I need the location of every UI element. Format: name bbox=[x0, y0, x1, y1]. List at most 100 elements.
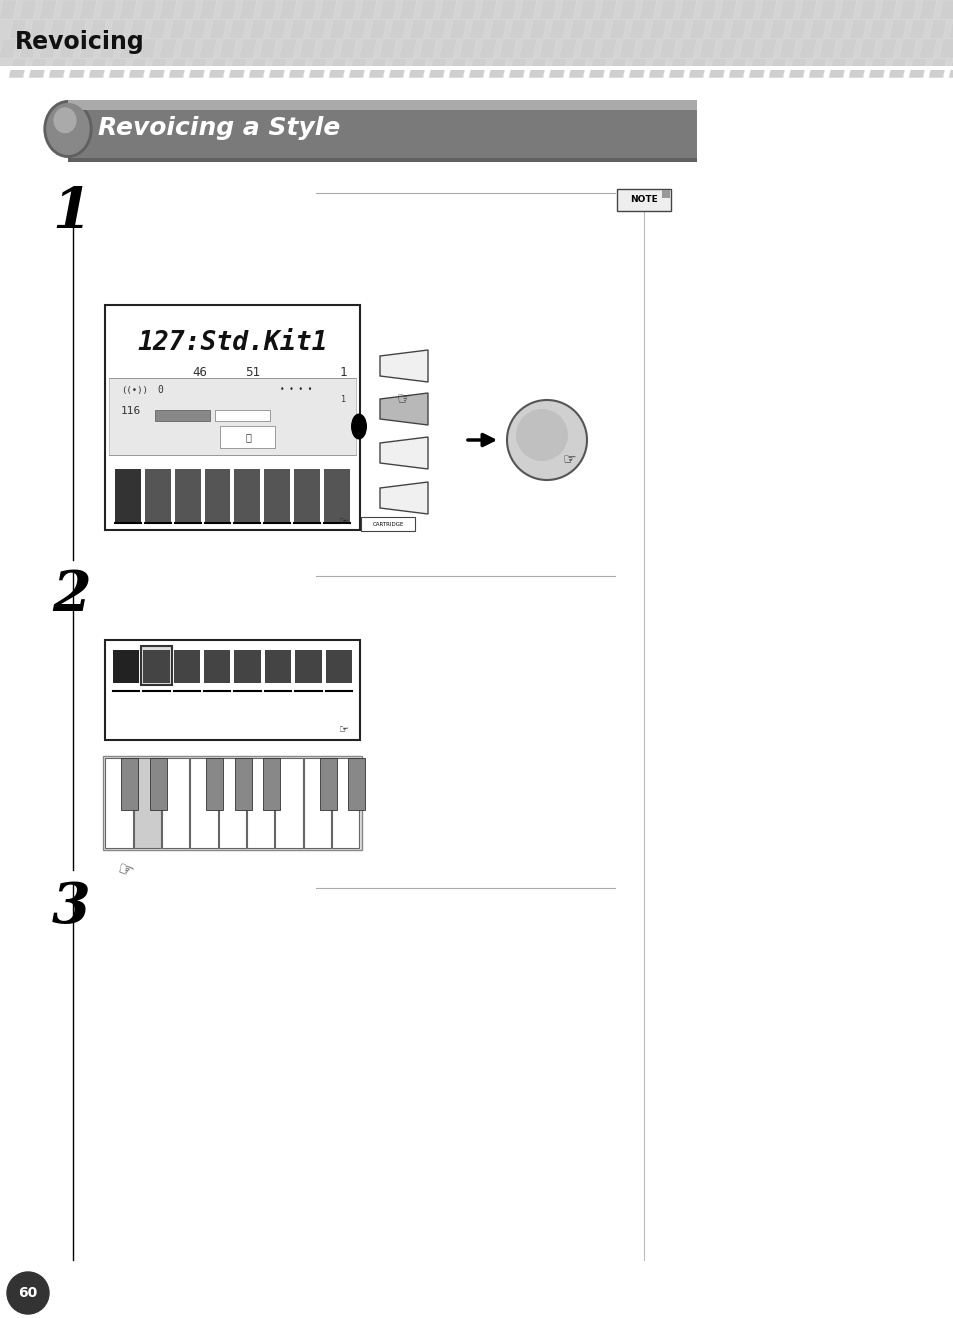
Polygon shape bbox=[149, 58, 167, 78]
Polygon shape bbox=[349, 58, 367, 78]
Bar bbox=[206, 758, 223, 811]
Polygon shape bbox=[298, 38, 316, 58]
Polygon shape bbox=[318, 0, 336, 20]
Polygon shape bbox=[868, 20, 886, 38]
Text: Revoicing a Style: Revoicing a Style bbox=[98, 116, 340, 140]
Polygon shape bbox=[788, 20, 806, 38]
Polygon shape bbox=[379, 482, 428, 514]
Polygon shape bbox=[918, 0, 936, 20]
Polygon shape bbox=[628, 58, 646, 78]
Polygon shape bbox=[779, 38, 796, 58]
Polygon shape bbox=[398, 38, 416, 58]
Polygon shape bbox=[149, 20, 167, 38]
Circle shape bbox=[7, 1272, 49, 1314]
Polygon shape bbox=[848, 58, 866, 78]
Bar bbox=[154, 410, 210, 420]
Bar bbox=[68, 100, 697, 109]
Polygon shape bbox=[489, 20, 506, 38]
Circle shape bbox=[516, 409, 567, 461]
Polygon shape bbox=[358, 0, 376, 20]
Polygon shape bbox=[908, 58, 926, 78]
Polygon shape bbox=[239, 38, 256, 58]
Text: 1: 1 bbox=[340, 395, 346, 405]
Polygon shape bbox=[799, 38, 816, 58]
Polygon shape bbox=[69, 20, 87, 38]
Polygon shape bbox=[578, 0, 597, 20]
Polygon shape bbox=[639, 0, 657, 20]
Bar bbox=[263, 758, 280, 811]
Bar bbox=[303, 758, 331, 847]
Polygon shape bbox=[598, 0, 617, 20]
Polygon shape bbox=[438, 0, 456, 20]
FancyBboxPatch shape bbox=[617, 188, 670, 211]
Polygon shape bbox=[89, 20, 107, 38]
Polygon shape bbox=[19, 0, 37, 20]
Polygon shape bbox=[379, 438, 428, 469]
Bar bbox=[109, 308, 355, 378]
Polygon shape bbox=[848, 20, 866, 38]
Polygon shape bbox=[628, 20, 646, 38]
Polygon shape bbox=[608, 20, 626, 38]
Polygon shape bbox=[538, 0, 557, 20]
Polygon shape bbox=[668, 58, 686, 78]
FancyBboxPatch shape bbox=[105, 641, 359, 739]
FancyBboxPatch shape bbox=[105, 304, 359, 530]
Polygon shape bbox=[369, 20, 387, 38]
Polygon shape bbox=[948, 58, 953, 78]
Text: CARTRIDGE: CARTRIDGE bbox=[372, 522, 403, 526]
Polygon shape bbox=[119, 0, 137, 20]
Polygon shape bbox=[668, 20, 686, 38]
Polygon shape bbox=[928, 58, 946, 78]
Polygon shape bbox=[189, 58, 207, 78]
Polygon shape bbox=[598, 38, 617, 58]
Polygon shape bbox=[808, 20, 826, 38]
Polygon shape bbox=[29, 58, 47, 78]
Text: ☞: ☞ bbox=[396, 390, 411, 409]
Polygon shape bbox=[639, 38, 657, 58]
Bar bbox=[294, 469, 320, 523]
Polygon shape bbox=[289, 58, 307, 78]
Polygon shape bbox=[249, 58, 267, 78]
Polygon shape bbox=[139, 0, 157, 20]
Polygon shape bbox=[139, 38, 157, 58]
Polygon shape bbox=[409, 58, 427, 78]
Bar bbox=[191, 758, 217, 847]
Polygon shape bbox=[898, 38, 916, 58]
Bar bbox=[109, 378, 355, 455]
Polygon shape bbox=[708, 58, 726, 78]
Text: ✋: ✋ bbox=[245, 432, 251, 442]
Text: 46: 46 bbox=[193, 366, 208, 380]
Polygon shape bbox=[828, 20, 846, 38]
Polygon shape bbox=[239, 0, 256, 20]
Bar bbox=[264, 469, 290, 523]
Polygon shape bbox=[29, 20, 47, 38]
Polygon shape bbox=[79, 0, 97, 20]
Polygon shape bbox=[338, 38, 356, 58]
Ellipse shape bbox=[43, 100, 92, 158]
Polygon shape bbox=[928, 20, 946, 38]
Bar bbox=[145, 469, 171, 523]
Polygon shape bbox=[608, 58, 626, 78]
Polygon shape bbox=[838, 38, 856, 58]
Polygon shape bbox=[49, 20, 67, 38]
Bar bbox=[150, 758, 167, 811]
Polygon shape bbox=[89, 58, 107, 78]
Polygon shape bbox=[258, 38, 276, 58]
Bar bbox=[324, 469, 350, 523]
Polygon shape bbox=[708, 20, 726, 38]
Circle shape bbox=[506, 399, 586, 480]
Polygon shape bbox=[688, 20, 706, 38]
Polygon shape bbox=[318, 38, 336, 58]
Text: 2: 2 bbox=[52, 568, 91, 623]
Polygon shape bbox=[0, 38, 17, 58]
Bar bbox=[141, 646, 172, 685]
Text: 127:Std.Kit1: 127:Std.Kit1 bbox=[137, 330, 328, 356]
Polygon shape bbox=[379, 393, 428, 424]
Polygon shape bbox=[378, 0, 396, 20]
Polygon shape bbox=[518, 38, 537, 58]
Polygon shape bbox=[39, 38, 57, 58]
Polygon shape bbox=[588, 58, 606, 78]
Polygon shape bbox=[779, 0, 796, 20]
Polygon shape bbox=[99, 38, 117, 58]
Polygon shape bbox=[618, 0, 637, 20]
